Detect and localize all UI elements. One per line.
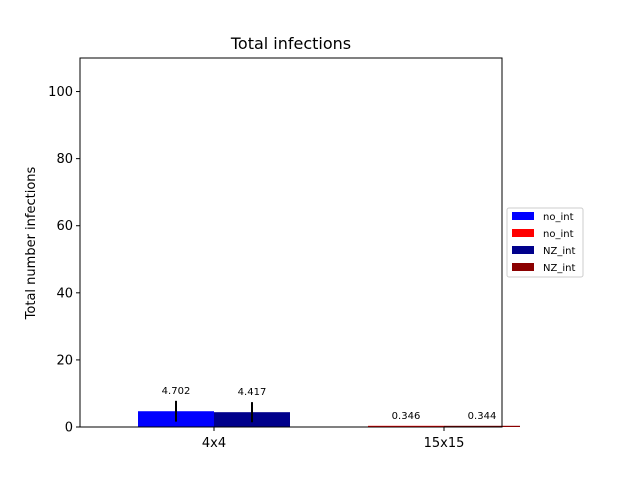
x-axis: 4x4 15x15 [202, 427, 465, 451]
plot-frame [79, 57, 503, 428]
data-label: 0.344 [468, 411, 497, 422]
y-tick-label: 60 [56, 219, 73, 234]
legend: no_int no_int NZ_int NZ_int [506, 207, 584, 278]
legend-swatch [512, 212, 534, 220]
data-label: 0.346 [392, 411, 421, 422]
chart-title: Total infections [230, 34, 351, 53]
y-tick-label: 20 [56, 353, 73, 368]
plot-background [80, 58, 502, 427]
legend-swatch [512, 246, 534, 254]
legend-swatch [512, 229, 534, 237]
x-tick-label: 4x4 [202, 436, 226, 451]
legend-label: NZ_int [543, 246, 575, 257]
bar [444, 425, 520, 427]
legend-swatch [512, 263, 534, 271]
y-axis: 0 20 40 60 80 100 [48, 85, 80, 436]
y-tick-label: 80 [56, 152, 73, 167]
y-axis-label: Total number infections [24, 166, 39, 320]
y-tick-label: 40 [56, 286, 73, 301]
y-tick-label: 100 [48, 85, 73, 100]
x-tick-label: 15x15 [424, 436, 465, 451]
error-bars-layer [175, 400, 253, 423]
y-tick-label: 0 [65, 421, 73, 436]
data-label: 4.702 [162, 386, 191, 397]
data-label: 4.417 [238, 387, 267, 398]
data-labels-layer: 4.702 4.417 0.346 0.344 [162, 386, 497, 422]
legend-box [506, 207, 584, 278]
bar [368, 425, 444, 427]
legend-label: no_int [543, 229, 574, 240]
legend-label: NZ_int [543, 263, 575, 274]
legend-label: no_int [543, 212, 574, 223]
